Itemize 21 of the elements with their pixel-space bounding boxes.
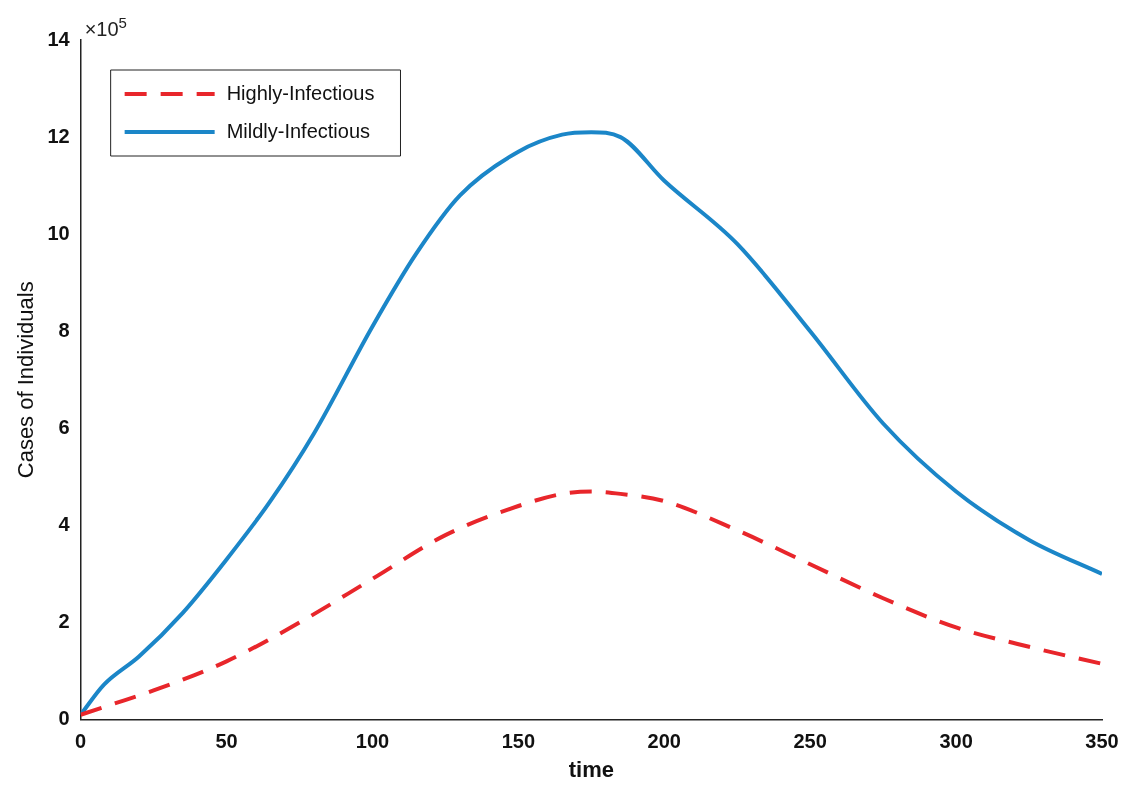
legend-label: Mildly-Infectious [226, 119, 371, 142]
y-tick-label: 6 [58, 415, 70, 438]
x-tick-label: 200 [647, 730, 681, 753]
x-tick-label: 250 [793, 730, 827, 753]
y-tick-label: 12 [47, 124, 70, 147]
x-tick-label: 0 [75, 730, 87, 753]
legend-label: Highly-Infectious [226, 81, 375, 104]
y-tick-label: 0 [58, 707, 70, 730]
x-tick-label: 150 [501, 730, 536, 753]
y-tick-label: 8 [58, 318, 70, 341]
y-tick-label: 2 [58, 610, 70, 633]
x-tick-label: 50 [215, 730, 238, 753]
y-tick-label: 14 [47, 27, 71, 50]
x-axis-title: time [568, 756, 614, 782]
x-tick-label: 300 [939, 730, 973, 753]
y-tick-label: 10 [47, 221, 70, 244]
y-axis-title: Cases of Individuals [13, 281, 39, 479]
y-tick-label: 4 [58, 512, 71, 535]
line-series [80, 489, 1102, 717]
x-tick-label: 100 [355, 730, 390, 753]
x-tick-label: 350 [1085, 730, 1119, 753]
